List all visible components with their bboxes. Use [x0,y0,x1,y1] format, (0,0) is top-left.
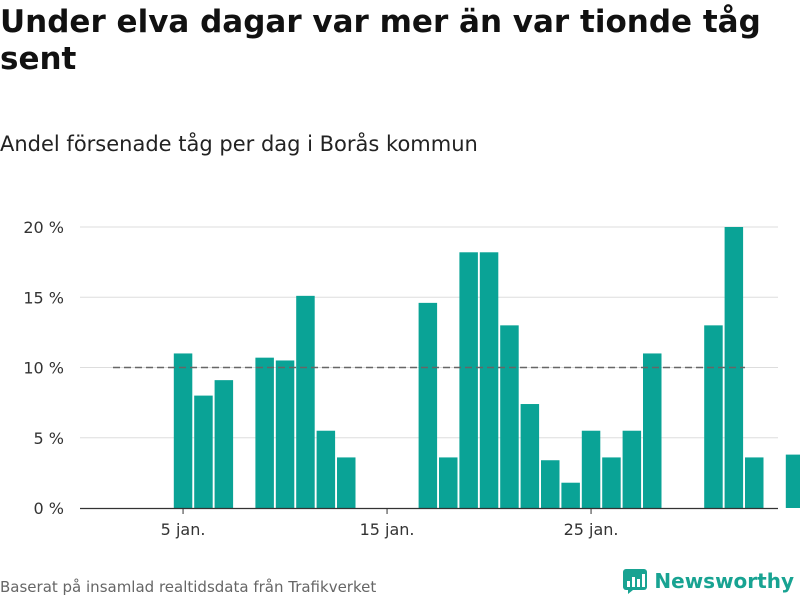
bar [704,325,723,508]
y-tick-label: 0 % [34,499,64,518]
chart-title: Under elva dagar var mer än var tionde t… [0,4,761,77]
x-tick-label: 25 jan. [564,520,619,539]
y-axis-ticks: 0 % 5 % 10 % 15 % 20 % [23,218,64,518]
bar [255,357,274,508]
bar [785,454,800,508]
bar [296,295,315,508]
x-axis-ticks: 5 jan. 15 jan. 25 jan. [161,508,619,539]
bars [173,227,800,508]
bar [173,353,193,508]
bar [622,430,642,508]
brand-name: Newsworthy [654,569,794,593]
y-tick-label: 5 % [34,429,64,448]
source-note: Baserat på insamlad realtidsdata från Tr… [0,578,377,596]
bar [520,404,540,508]
y-tick-label: 15 % [23,288,64,307]
bar [500,325,519,508]
bar [561,482,580,508]
bar [581,430,601,508]
bar [643,353,662,508]
y-tick-label: 20 % [23,218,64,237]
x-tick-label: 15 jan. [360,520,415,539]
bar [541,460,560,508]
bar [602,457,621,508]
bar [275,360,295,508]
bar [194,395,213,508]
bar-chart: 0 % 5 % 10 % 15 % 20 % 5 jan. 15 jan. 25 jan. [23,218,800,539]
bar [418,302,438,508]
brand-logo[interactable]: Newsworthy [622,568,794,594]
bar [479,252,499,508]
bar [337,457,356,508]
bar [316,430,336,508]
chart-subtitle: Andel försenade tåg per dag i Borås komm… [0,132,478,156]
newsworthy-logo-icon [623,569,648,594]
x-tick-label: 5 jan. [161,520,206,539]
bar [439,457,458,508]
bar [459,252,478,508]
bar [214,380,234,508]
y-tick-label: 10 % [23,359,64,378]
bar [745,457,764,508]
